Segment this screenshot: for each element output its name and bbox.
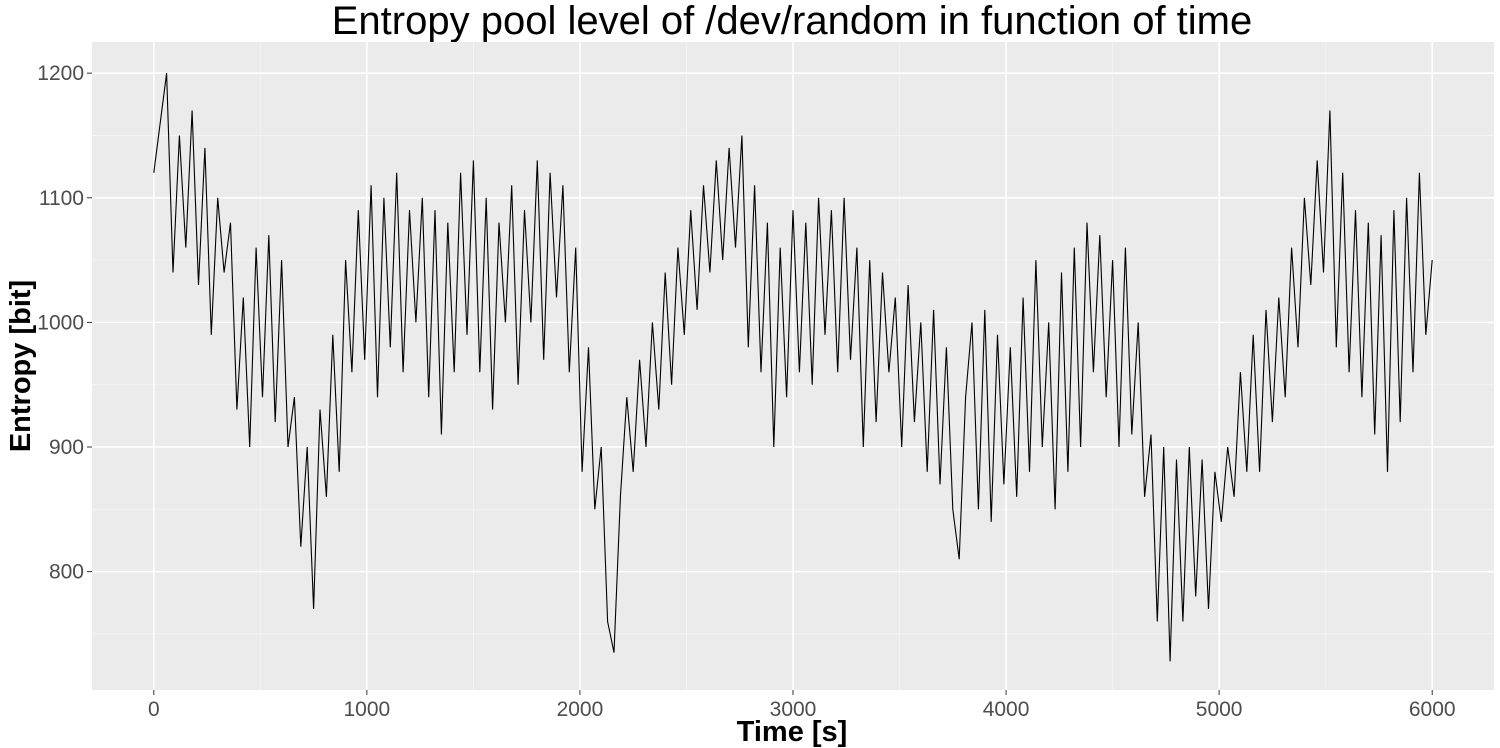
x-tick-label: 0 (148, 698, 160, 721)
x-tick-label: 2000 (557, 698, 604, 721)
y-tick-label: 1100 (39, 187, 84, 210)
x-tick-label: 1000 (344, 698, 391, 721)
y-tick-label: 800 (49, 561, 84, 584)
chart-title: Entropy pool level of /dev/random in fun… (332, 0, 1253, 43)
y-tick-label: 1200 (37, 62, 84, 85)
x-tick-label: 3000 (770, 698, 817, 721)
x-tick-label: 5000 (1196, 698, 1243, 721)
x-axis-title: Time [s] (737, 716, 848, 748)
y-tick-label: 1000 (37, 311, 84, 334)
y-tick-label: 900 (49, 436, 84, 459)
tick-labels: 0 1000 2000 3000 4000 5000 6000 800 900 1000 1100 1… (37, 62, 1455, 721)
y-axis-title: Entropy [bit] (5, 280, 37, 452)
entropy-series-line (153, 73, 1433, 662)
x-tick-label: 4000 (983, 698, 1030, 721)
x-tick-label: 6000 (1409, 698, 1456, 721)
